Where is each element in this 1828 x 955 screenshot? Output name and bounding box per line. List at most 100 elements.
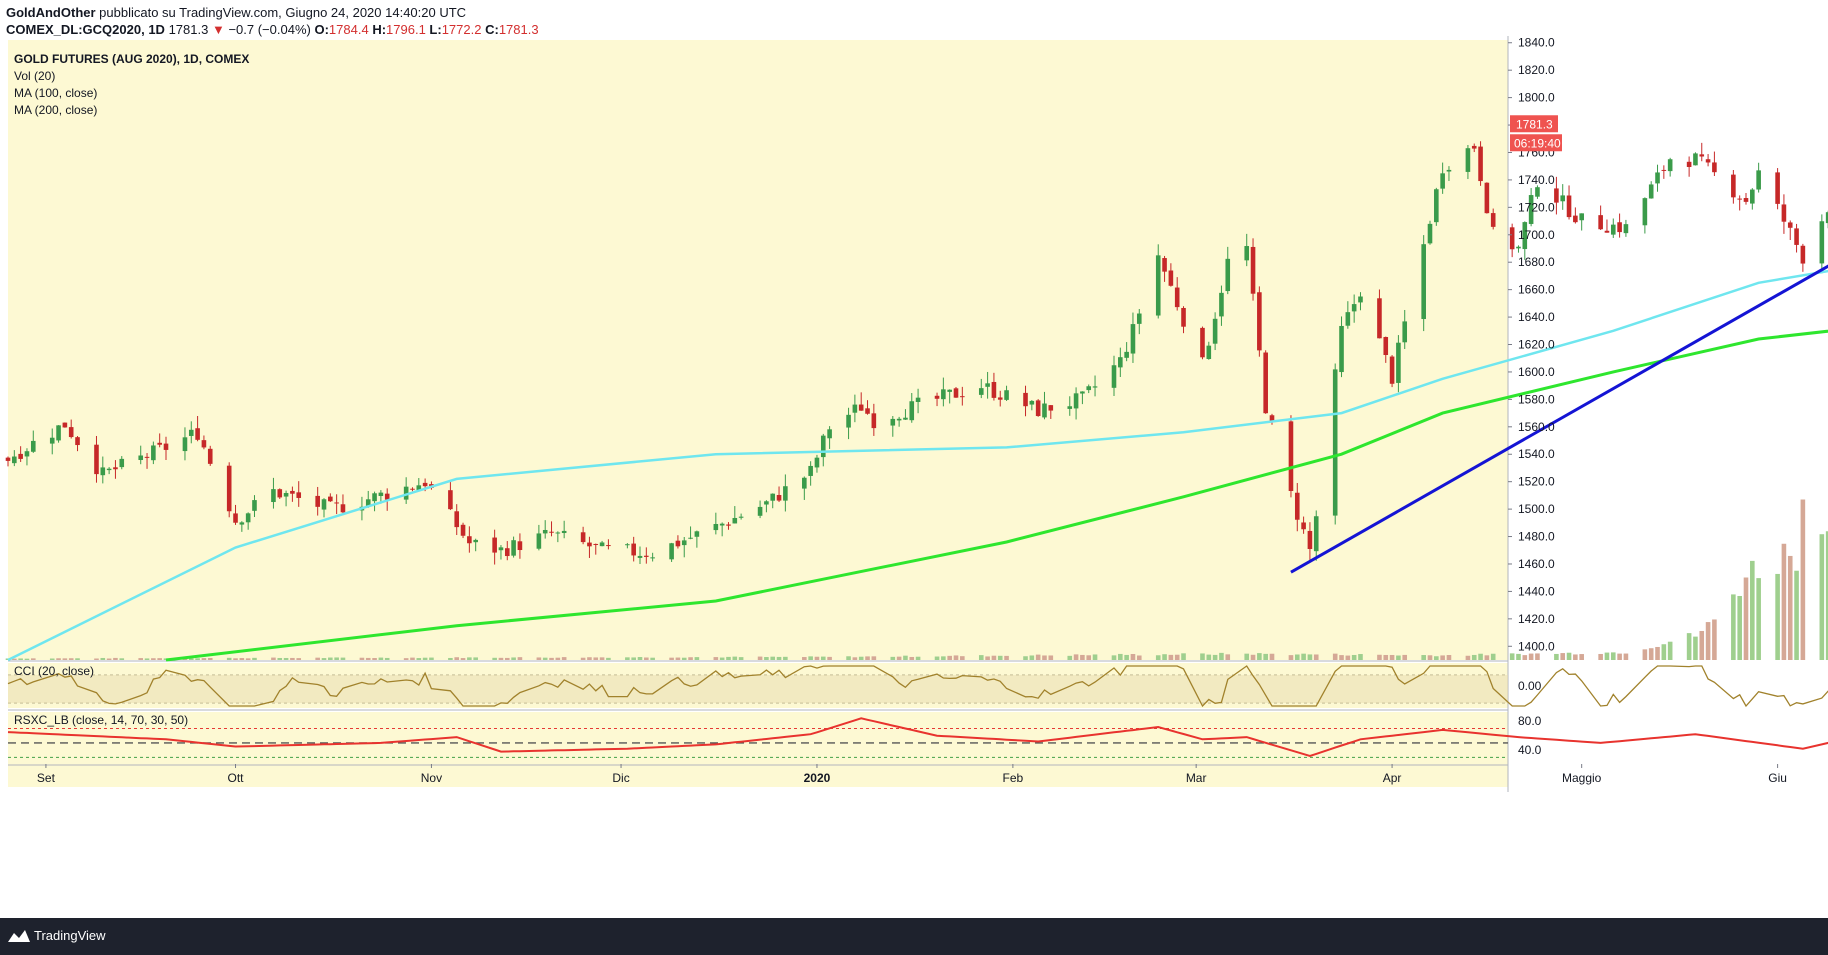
volume-bar	[846, 656, 851, 660]
volume-bar	[587, 657, 592, 660]
candle-body	[1168, 270, 1174, 286]
candle-body	[1528, 195, 1534, 224]
volume-bar	[239, 658, 245, 660]
rsi-axis-label: 80.0	[1518, 714, 1542, 728]
volume-bar	[549, 657, 554, 660]
volume-bar	[1023, 656, 1028, 660]
volume-bar	[1617, 653, 1622, 660]
volume-bar	[1389, 654, 1395, 660]
volume-bar	[1573, 654, 1578, 660]
volume-bar	[1819, 534, 1825, 660]
candle-body	[315, 495, 320, 507]
candle-body	[12, 456, 17, 464]
chart-canvas[interactable]: 1400.0 1420.0 1440.0 1460.0 1480.0 1500.0 1520…	[0, 0, 1828, 918]
volume-bar	[511, 657, 516, 660]
price-axis-label: 1420.0	[1518, 612, 1555, 626]
volume-bar	[1781, 543, 1787, 660]
volume-bar	[1288, 655, 1294, 660]
volume-bar	[1648, 648, 1654, 660]
volume-bar	[1598, 653, 1603, 660]
candle-body	[846, 414, 851, 428]
volume-bar	[12, 658, 17, 660]
last-price-badge-text: 1781.3	[1516, 117, 1553, 131]
candle-body	[1225, 258, 1231, 292]
time-axis-label: Nov	[421, 771, 442, 785]
candle-body	[226, 465, 232, 512]
candle-body	[1617, 222, 1622, 233]
open-label: O:	[314, 22, 329, 37]
volume-bar	[1269, 653, 1275, 660]
candle-body	[991, 381, 997, 398]
author-name[interactable]: GoldAndOther	[6, 5, 96, 20]
candle-body	[1756, 170, 1761, 190]
volume-bar	[75, 658, 80, 660]
high-value: 1796.1	[386, 22, 426, 37]
time-axis-label: Feb	[1003, 771, 1024, 785]
time-axis-label: Apr	[1383, 771, 1402, 785]
volume-bar	[1377, 654, 1382, 660]
candle-body	[1800, 245, 1806, 264]
candle-body	[536, 533, 542, 549]
volume-bar	[151, 658, 156, 660]
volume-bar	[1358, 654, 1363, 660]
volume-bar	[1332, 653, 1338, 660]
candle-body	[1465, 148, 1471, 172]
volume-bar	[1029, 655, 1035, 660]
candle-body	[1434, 189, 1439, 223]
volume-bar	[719, 657, 725, 660]
volume-bar	[947, 655, 952, 660]
candle-body	[340, 504, 346, 513]
candle-body	[1446, 169, 1452, 172]
volume-bar	[991, 655, 997, 660]
price-axis-label: 1720.0	[1518, 200, 1555, 214]
tradingview-brand[interactable]: TradingView	[34, 928, 106, 943]
volume-bar	[858, 656, 864, 660]
volume-bar	[460, 658, 466, 660]
candle-body	[1509, 227, 1515, 250]
volume-bar	[403, 658, 409, 660]
candle-body	[1288, 421, 1294, 491]
candle-body	[1269, 415, 1275, 423]
volume-bar	[296, 658, 302, 660]
volume-bar	[814, 656, 820, 660]
candle-body	[138, 455, 144, 461]
volume-bar	[593, 657, 599, 660]
volume-bar	[871, 656, 877, 660]
time-axis-label: Mar	[1186, 771, 1207, 785]
volume-bar	[448, 657, 453, 660]
volume-bar	[606, 657, 611, 660]
candle-body	[422, 482, 428, 487]
price-pane-background	[8, 40, 1508, 660]
volume-bar	[144, 658, 150, 660]
candle-body	[252, 500, 257, 511]
candle-body	[290, 490, 295, 494]
candle-body	[1004, 390, 1009, 400]
volume-bar	[1440, 655, 1445, 660]
candle-body	[555, 532, 561, 534]
volume-bar	[315, 657, 320, 660]
candle-body	[827, 429, 832, 439]
open-value: 1784.4	[328, 22, 369, 37]
volume-bar	[1396, 655, 1401, 660]
candle-body	[953, 388, 959, 398]
volume-bar	[536, 657, 542, 660]
candle-body	[1705, 159, 1711, 163]
candle-body	[738, 516, 744, 518]
candle-body	[1307, 530, 1313, 550]
candle-body	[1484, 182, 1490, 214]
candle-body	[94, 444, 99, 475]
price-axis-label: 1680.0	[1518, 255, 1555, 269]
candle-body	[239, 522, 245, 525]
cci-axis-label: 0.00	[1518, 679, 1542, 693]
candle-body	[1080, 391, 1085, 394]
tradingview-logo-icon[interactable]	[8, 928, 30, 944]
change-down-icon: ▼	[211, 22, 225, 37]
candle-body	[1655, 172, 1660, 184]
candle-body	[1731, 174, 1736, 198]
candle-body	[852, 404, 858, 413]
candle-body	[1257, 292, 1262, 351]
volume-bar	[62, 658, 68, 660]
volume-bar	[454, 657, 460, 660]
volume-bar	[1731, 594, 1736, 660]
volume-bar	[473, 657, 478, 660]
